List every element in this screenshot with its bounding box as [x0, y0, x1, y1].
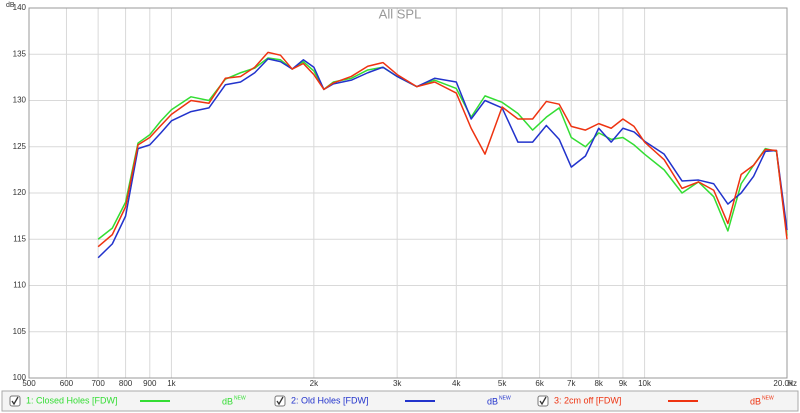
y-tick-label: 130: [13, 96, 27, 105]
legend-label: 3: 2cm off [FDW]: [554, 395, 621, 405]
x-tick-label: 4k: [452, 379, 461, 388]
legend-unit: dB: [487, 396, 498, 406]
chart-title: All SPL: [379, 6, 422, 21]
legend-label: 2: Old Holes [FDW]: [291, 395, 369, 405]
x-tick-label: 3k: [393, 379, 402, 388]
legend-unit: dB: [222, 396, 233, 406]
legend-unit-sup: NEW: [234, 395, 246, 401]
series-line: [97, 58, 788, 259]
x-tick-label: 700: [91, 379, 105, 388]
legend-label: 1: Closed Holes [FDW]: [26, 395, 118, 405]
x-tick-label: 10k: [638, 379, 652, 388]
x-axis-label: Hz: [787, 379, 797, 388]
y-tick-label: 125: [13, 142, 27, 151]
x-tick-label: 9k: [619, 379, 628, 388]
x-tick-label: 2k: [310, 379, 319, 388]
y-tick-label: 110: [13, 281, 26, 290]
y-tick-label: 140: [13, 3, 27, 12]
x-tick-label: 500: [22, 379, 36, 388]
x-tick-label: 6k: [535, 379, 544, 388]
plot-border: [28, 7, 788, 379]
x-tick-label: 600: [60, 379, 74, 388]
legend-unit-sup: NEW: [762, 395, 774, 401]
x-tick-label: 800: [119, 379, 133, 388]
series-line: [97, 51, 788, 248]
legend-unit-sup: NEW: [499, 395, 511, 401]
checkmark: [539, 396, 547, 406]
y-tick-label: 115: [13, 234, 26, 243]
y-tick-label: 135: [13, 49, 27, 58]
x-tick-label: 900: [143, 379, 157, 388]
x-tick-label: 20.0k: [773, 379, 794, 388]
x-tick-label: 1k: [167, 379, 176, 388]
legend-unit: dB: [750, 396, 761, 406]
x-tick-label: 8k: [594, 379, 603, 388]
y-tick-label: 120: [13, 188, 27, 197]
y-axis-label: dB: [6, 2, 15, 9]
y-tick-label: 105: [13, 327, 27, 336]
checkmark: [11, 396, 19, 406]
series-line: [97, 57, 788, 240]
x-tick-label: 7k: [567, 379, 576, 388]
y-tick-label: 100: [13, 373, 27, 382]
checkmark: [276, 396, 284, 406]
x-tick-label: 5k: [498, 379, 507, 388]
legend-box: [1, 390, 799, 412]
